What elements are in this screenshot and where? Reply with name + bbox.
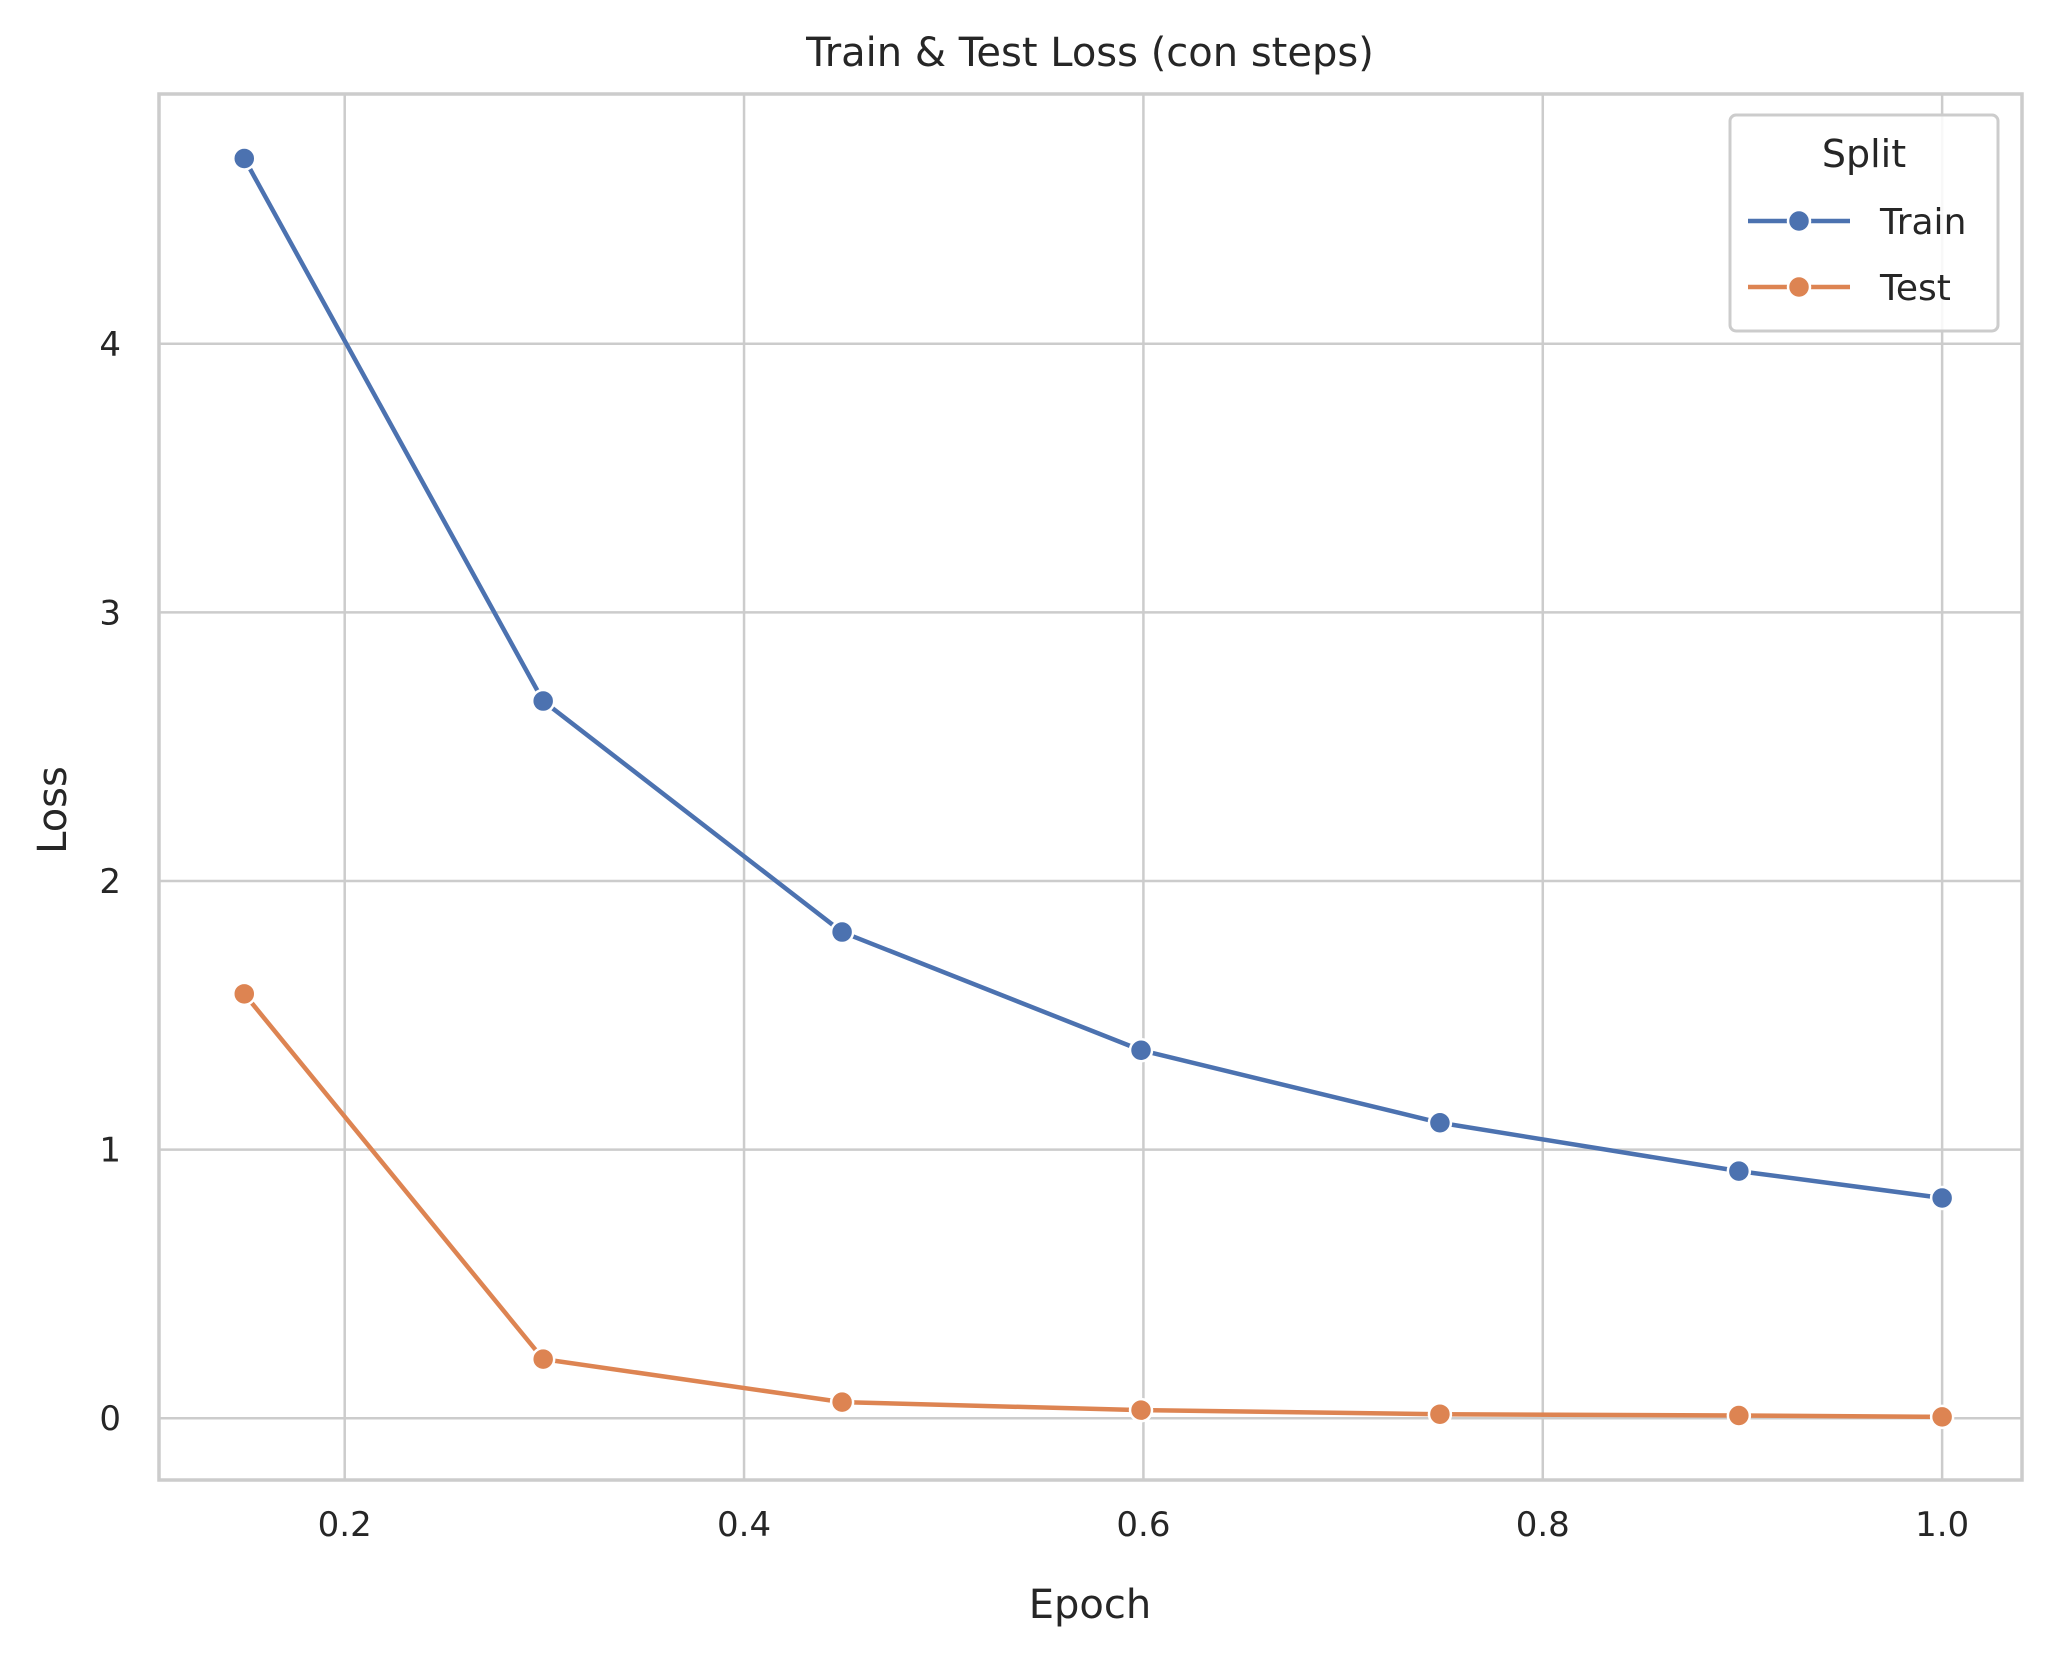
plot-border [157,92,2024,1482]
series-train [232,146,1955,1211]
train-point [1726,1158,1752,1184]
legend-label-test: Test [1879,268,1951,309]
x-tick-label: 0.4 [717,1505,771,1545]
legend-title: Split [1822,132,1906,176]
legend-entry-test: Test [1748,268,1951,309]
test-point [1427,1401,1453,1427]
train-point [1929,1185,1955,1211]
train-point [829,919,855,945]
test-point [829,1389,855,1415]
test-point [1128,1397,1154,1423]
train-point [232,146,257,171]
test-line [242,991,1945,1420]
test-point [1726,1403,1752,1428]
y-tick-label: 3 [99,593,121,633]
series-test [232,981,1955,1430]
train-point [1427,1110,1453,1136]
x-axis-title: Epoch [1029,1582,1151,1628]
y-tick-label: 1 [99,1131,121,1171]
y-tick-label: 2 [99,862,121,902]
series-layer [232,146,1955,1430]
train-point [530,688,556,714]
train-line [242,156,1945,1201]
x-tick-label: 0.8 [1516,1505,1570,1545]
x-tick-label: 0.2 [318,1505,372,1545]
x-tick-label: 1.0 [1915,1505,1969,1545]
test-point [232,981,257,1007]
y-tick-label: 0 [99,1399,121,1439]
grid-layer [157,92,2024,1482]
tick-layer: 0.2 0.4 0.6 0.8 1.0 0 1 2 3 4 [99,325,1969,1545]
y-tick-label: 4 [99,325,121,365]
legend-entry-train: Train [1748,202,1966,243]
legend-marker-train [1786,208,1812,234]
train-point [1128,1037,1154,1063]
legend: Split Train Test [1728,113,2000,333]
test-point [1929,1404,1955,1430]
y-axis-title: Loss [30,766,76,854]
x-tick-label: 0.6 [1116,1505,1170,1545]
legend-marker-test [1786,274,1812,300]
chart-title: Train & Test Loss (con steps) [805,30,1374,76]
test-point [530,1346,556,1372]
legend-label-train: Train [1879,202,1966,243]
